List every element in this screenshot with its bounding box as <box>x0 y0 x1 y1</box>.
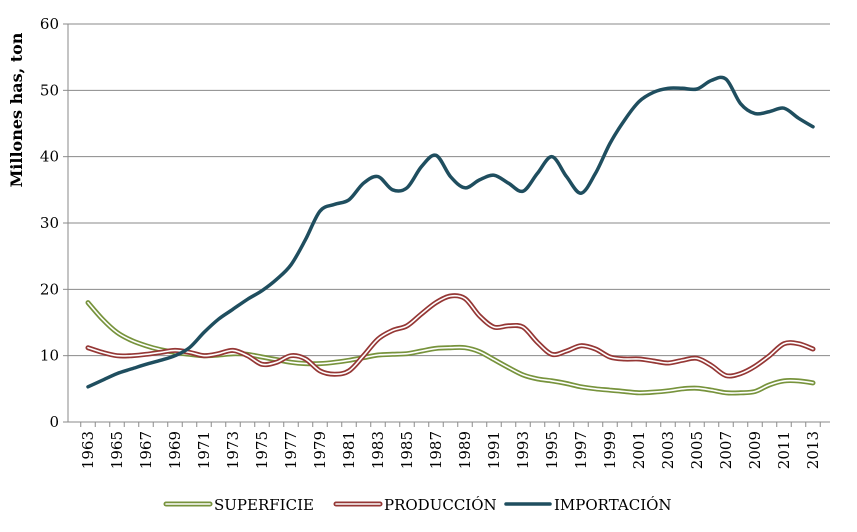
x-tick-label: 2007 <box>717 431 735 469</box>
x-tick-label: 2011 <box>775 431 793 469</box>
x-tick-label: 1989 <box>456 431 474 469</box>
legend-label: SUPERFICIE <box>214 496 314 514</box>
x-axis-ticks: 1963 1965 1967 1969 1971 1973 1975 1977 1979 1981… <box>79 422 822 469</box>
legend-label: IMPORTACIÓN <box>554 496 672 514</box>
series-line-inner-superficie <box>87 301 814 394</box>
x-tick-label: 1987 <box>427 431 445 469</box>
x-tick-label: 1977 <box>282 431 300 469</box>
x-tick-label: 1973 <box>224 431 242 469</box>
x-tick-label: 1981 <box>340 431 358 469</box>
x-tick-label: 1999 <box>601 431 619 469</box>
y-tick-label: 50 <box>40 81 59 99</box>
x-tick-label: 1983 <box>369 431 387 469</box>
series-line-produccion <box>85 293 816 379</box>
series-line-inner-produccion <box>87 294 814 377</box>
x-tick-label: 1991 <box>485 431 503 469</box>
y-tick-label: 10 <box>40 347 59 365</box>
x-tick-label: 1967 <box>137 431 155 469</box>
x-tick-label: 1979 <box>311 431 329 469</box>
x-tick-label: 1993 <box>514 431 532 469</box>
y-axis-ticks: 0 10 20 30 40 50 60 <box>40 15 68 431</box>
x-tick-label: 1995 <box>543 431 561 469</box>
y-tick-label: 0 <box>49 413 59 431</box>
x-tick-label: 1971 <box>195 431 213 469</box>
x-tick-label: 2005 <box>688 431 706 469</box>
series-lines <box>85 75 816 396</box>
legend-item-importacion: IMPORTACIÓN <box>504 496 672 514</box>
y-tick-label: 30 <box>40 214 59 232</box>
series-produccion <box>85 293 816 379</box>
x-tick-label: 1985 <box>398 431 416 469</box>
series-importacion <box>86 75 815 389</box>
x-tick-label: 1975 <box>253 431 271 469</box>
legend-label: PRODUCCIÓN <box>384 496 497 514</box>
y-tick-label: 60 <box>40 15 59 33</box>
legend-item-superficie: SUPERFICIE <box>163 496 314 514</box>
y-tick-label: 20 <box>40 280 59 298</box>
legend-item-produccion: PRODUCCIÓN <box>333 496 497 514</box>
x-tick-label: 1963 <box>79 431 97 469</box>
x-tick-label: 2001 <box>630 431 648 469</box>
x-tick-label: 2003 <box>659 431 677 469</box>
series-superficie <box>85 300 816 396</box>
x-tick-label: 2009 <box>746 431 764 469</box>
legend: SUPERFICIE PRODUCCIÓN IMPORTACIÓN <box>163 496 672 514</box>
x-tick-label: 1969 <box>166 431 184 469</box>
gridlines <box>68 23 830 357</box>
y-tick-label: 40 <box>40 148 59 166</box>
series-line-importacion <box>86 75 815 389</box>
y-axis-label: Millones has, ton <box>7 32 26 187</box>
x-tick-label: 1965 <box>108 431 126 469</box>
x-tick-label: 1997 <box>572 431 590 469</box>
x-tick-label: 2013 <box>804 431 822 469</box>
